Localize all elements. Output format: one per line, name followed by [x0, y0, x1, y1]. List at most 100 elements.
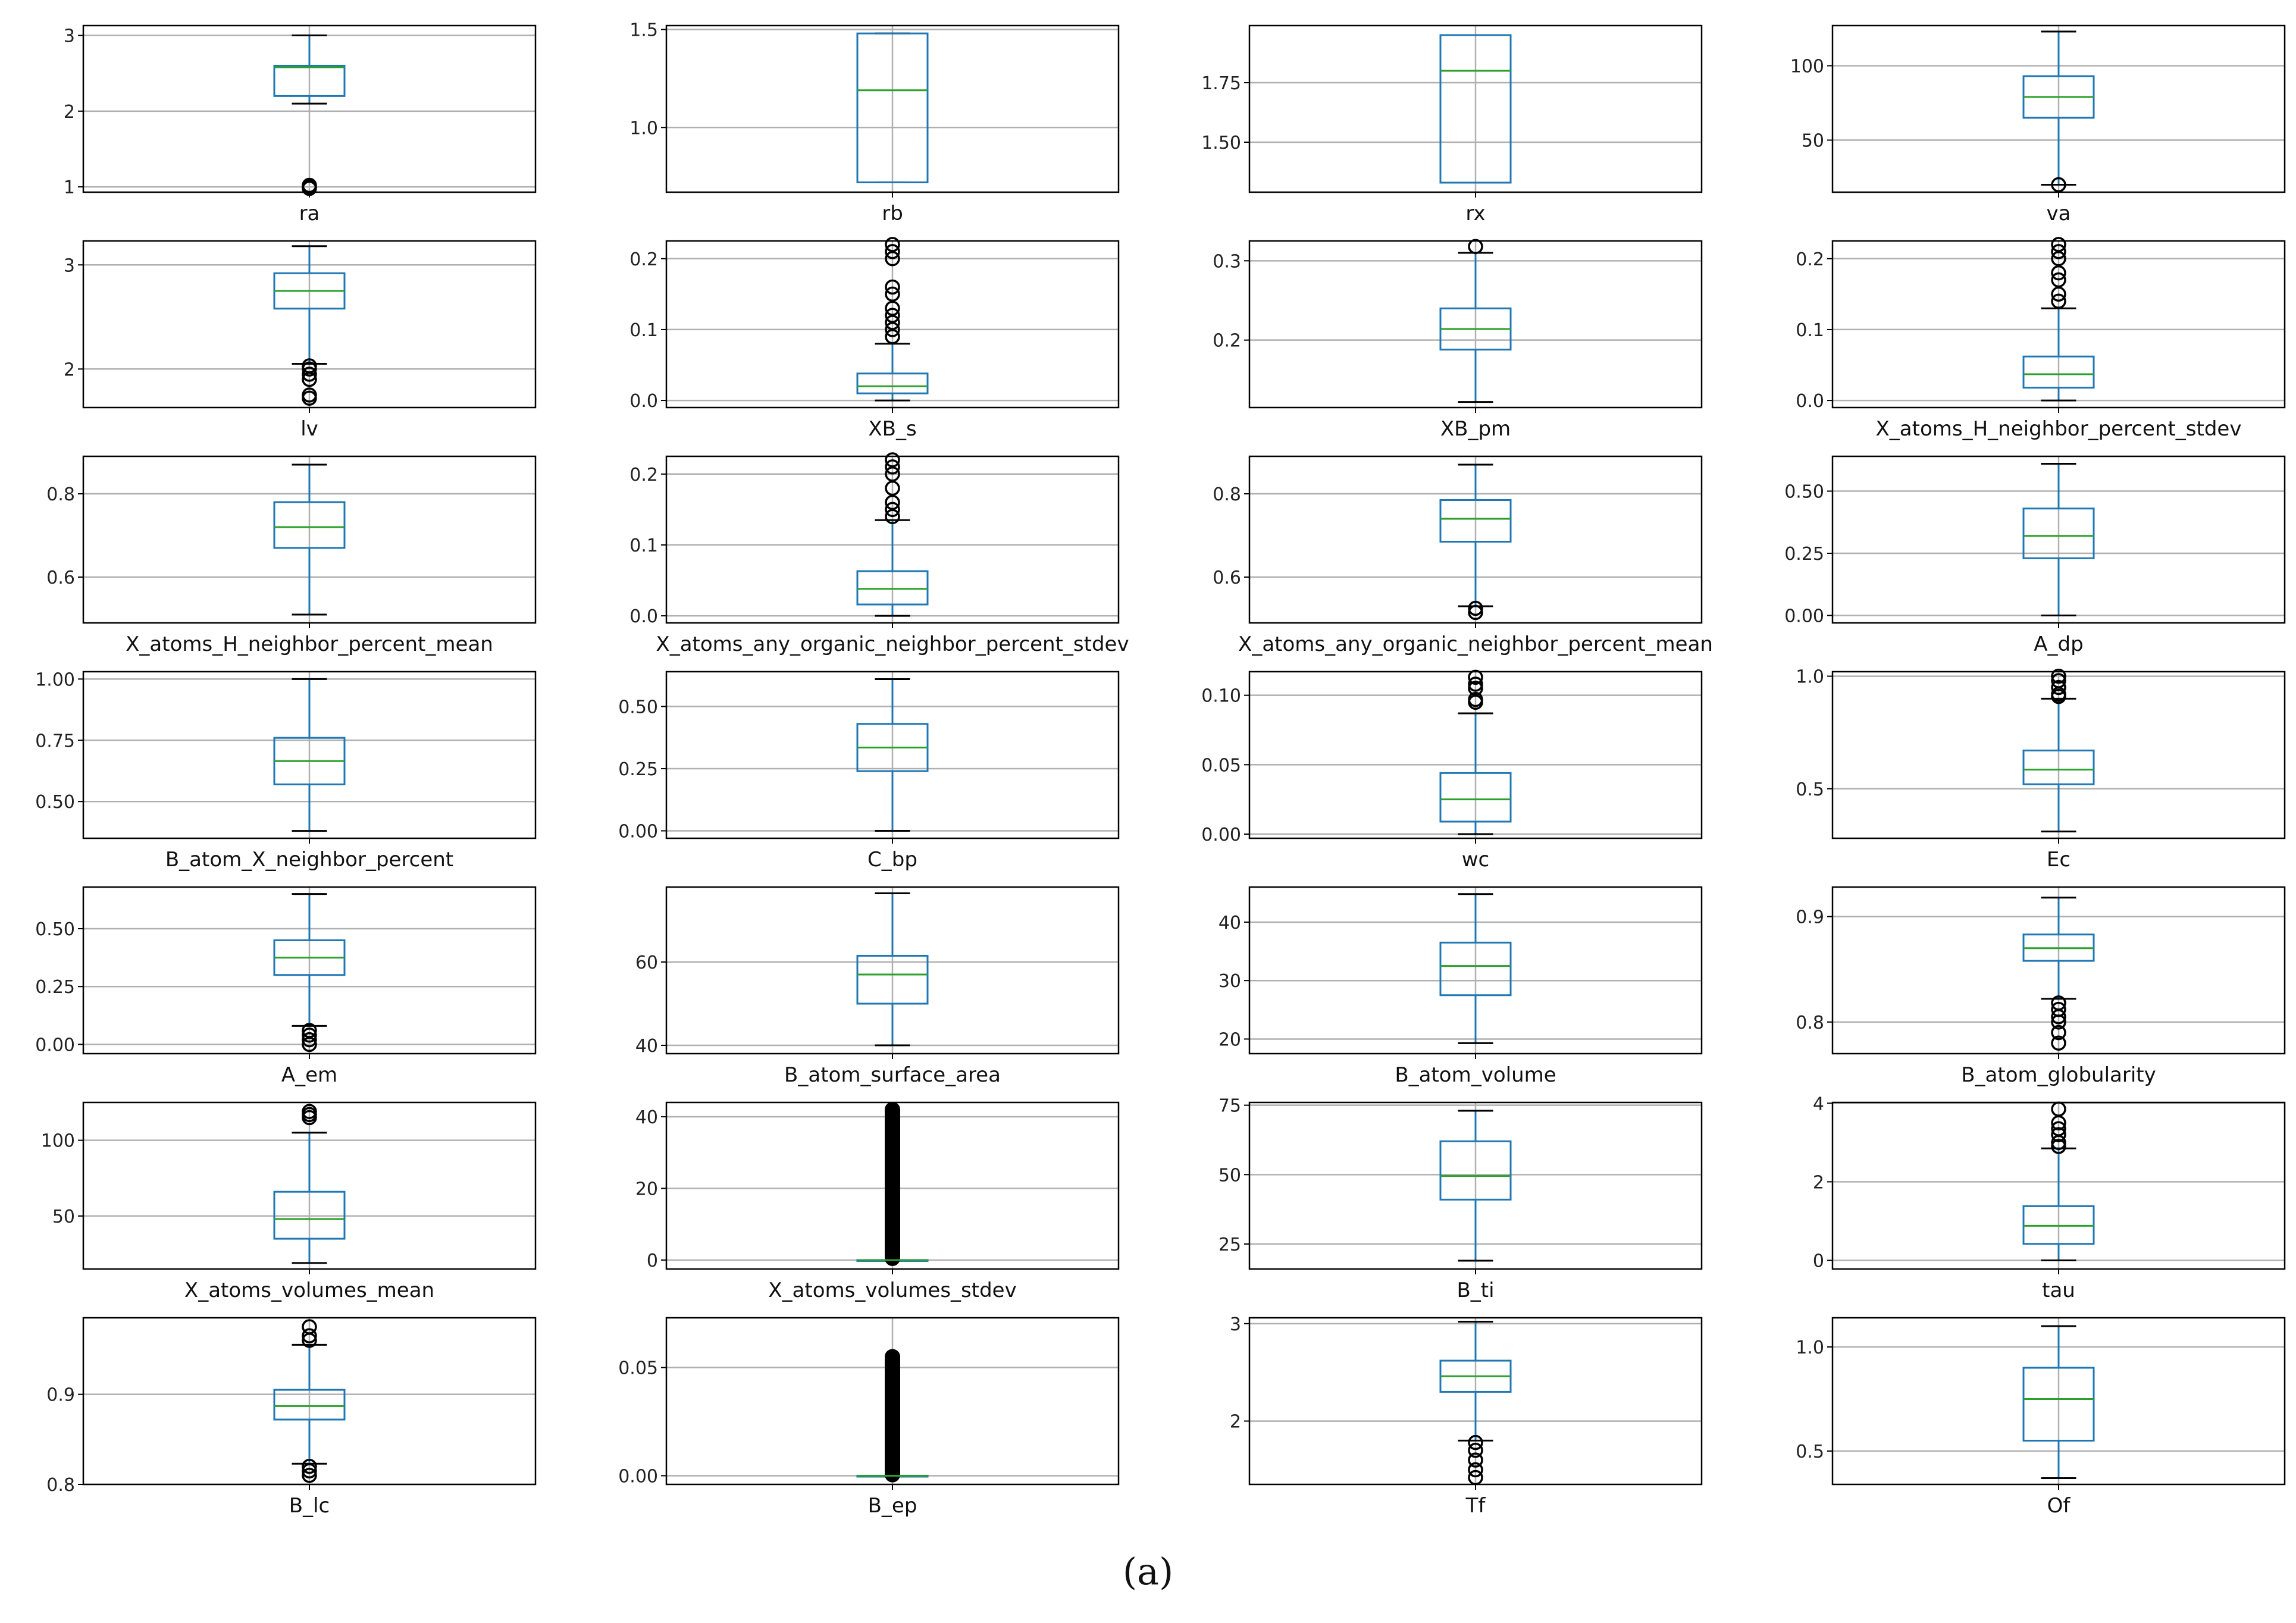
subplot-B_atom_volume: 20 30 40 B_atom_volume	[1219, 886, 1703, 1087]
iqr-box	[856, 32, 929, 184]
outlier-point	[302, 1328, 317, 1344]
tick-label-y: 0.00	[618, 1466, 658, 1487]
outlier-point	[885, 244, 900, 259]
tick-label-y: 0.50	[35, 792, 75, 813]
subplot-lv: 2 3 lv	[64, 240, 537, 441]
iqr-box	[1439, 34, 1512, 184]
figure-caption: (a)	[1122, 1550, 1174, 1593]
outlier-point	[1468, 691, 1483, 707]
outlier-point	[885, 466, 900, 482]
subplot-XB_pm: 0.2 0.3 XB_pm	[1213, 239, 1703, 441]
subplot-X_atoms_any_organic_neighbor_percent_stdev: 0.0 0.1 0.2 X_atoms_any_organic_neighbor_pe…	[629, 452, 1129, 656]
iqr-box	[2022, 507, 2095, 559]
tick-label-y: 3	[64, 255, 75, 276]
iqr-box	[273, 64, 346, 97]
tick-label-y: 0.8	[1213, 484, 1241, 505]
outlier-point	[2051, 1121, 2066, 1136]
tick-label-y: 0.50	[35, 919, 75, 940]
outlier-point	[302, 1468, 317, 1483]
tick-label-y: 0.50	[1784, 482, 1824, 503]
x-axis-label: ra	[299, 202, 320, 225]
subplot-rx: 1.50 1.75 rx	[1201, 24, 1703, 225]
outlier-point	[2051, 1035, 2066, 1051]
tick-label-y: 0.0	[629, 391, 658, 412]
outlier-point	[302, 390, 317, 406]
x-axis-label: C_bp	[867, 848, 917, 872]
tick-label-y: 60	[635, 953, 658, 973]
x-axis-label: Ec	[2047, 848, 2071, 872]
subplot-A_em: 0.00 0.25 0.50 A_em	[35, 886, 537, 1087]
x-axis-label: va	[2047, 202, 2071, 225]
tick-label-y: 0.6	[1213, 568, 1241, 588]
tick-label-y: 50	[1219, 1165, 1241, 1186]
dense-outlier-column	[885, 1102, 900, 1266]
subplot-B_ep: 0.00 0.05 B_ep	[618, 1317, 1120, 1518]
outlier-point	[885, 494, 900, 510]
iqr-box	[2022, 749, 2095, 785]
outlier-point	[302, 372, 317, 387]
tick-label-y: 0.00	[35, 1035, 75, 1055]
tick-label-y: 100	[41, 1131, 75, 1152]
tick-label-y: 0.0	[629, 606, 658, 627]
outlier-point	[885, 480, 900, 496]
outlier-point	[1468, 1442, 1483, 1458]
tick-label-y: 0.2	[629, 249, 658, 270]
tick-label-y: 0	[1813, 1251, 1824, 1271]
tick-label-y: 0.9	[46, 1385, 75, 1406]
tick-label-y: 2	[1230, 1412, 1241, 1433]
tick-label-y: 0.25	[1784, 544, 1824, 565]
outlier-point	[302, 1036, 317, 1052]
x-axis-label: XB_pm	[1440, 417, 1511, 441]
outlier-point	[1468, 239, 1483, 255]
tick-label-y: 0.2	[1213, 331, 1241, 352]
x-axis-label: B_atom_globularity	[1961, 1063, 2156, 1087]
tick-label-y: 0.3	[1213, 251, 1241, 272]
tick-label-y: 0	[647, 1251, 658, 1271]
subplot-B_atom_surface_area: 40 60 B_atom_surface_area	[635, 886, 1120, 1087]
subplot-B_atom_globularity: 0.8 0.9 B_atom_globularity	[1796, 886, 2286, 1087]
outlier-point	[2051, 1127, 2066, 1142]
x-axis-label: rb	[882, 202, 903, 225]
dense-outlier-column	[885, 1349, 900, 1483]
tick-label-y: 0.25	[618, 759, 658, 780]
x-axis-label: X_atoms_H_neighbor_percent_stdev	[1876, 417, 2242, 441]
x-axis-label: B_atom_volume	[1395, 1063, 1556, 1087]
tick-label-y: 40	[635, 1036, 658, 1057]
tick-label-y: 0.2	[629, 465, 658, 485]
outlier-point	[1468, 681, 1483, 696]
subplot-X_atoms_any_organic_neighbor_percent_mean: 0.6 0.8 X_atoms_any_organic_neighbor_perce…	[1213, 455, 1713, 656]
tick-label-y: 30	[1219, 971, 1241, 992]
tick-label-y: 40	[635, 1107, 658, 1128]
tick-label-y: 1	[64, 177, 75, 198]
outlier-point	[2051, 251, 2066, 267]
tick-label-y: 25	[1219, 1235, 1241, 1255]
tick-label-y: 0.6	[46, 568, 75, 588]
tick-label-y: 0.00	[1201, 825, 1241, 845]
tick-label-y: 2	[64, 359, 75, 380]
outlier-point	[885, 329, 900, 344]
iqr-box	[856, 570, 929, 606]
tick-label-y: 0.1	[1796, 320, 1824, 341]
outlier-point	[1468, 600, 1483, 616]
outlier-point	[2051, 177, 2066, 193]
subplot-X_atoms_volumes_stdev: 0 20 40 X_atoms_volumes_stdev	[635, 1101, 1120, 1302]
subplot-X_atoms_volumes_mean: 50 100 X_atoms_volumes_mean	[41, 1101, 537, 1302]
subplot-XB_s: 0.0 0.1 0.2 XB_s	[629, 237, 1120, 441]
tick-label-y: 20	[1219, 1029, 1241, 1050]
subplot-ra: 1 2 3 ra	[64, 24, 537, 225]
outlier-point	[302, 366, 317, 382]
iqr-box	[273, 1389, 346, 1421]
iqr-box	[2022, 1367, 2095, 1442]
x-axis-label: B_atom_surface_area	[784, 1063, 1001, 1087]
tick-label-y: 2	[64, 102, 75, 123]
outlier-point	[1468, 604, 1483, 621]
subplot-wc: 0.00 0.05 0.10 wc	[1201, 669, 1703, 872]
x-axis-label: B_lc	[289, 1494, 330, 1518]
tick-label-y: 1.00	[35, 669, 75, 690]
tick-label-y: 0.00	[618, 821, 658, 842]
tick-label-y: 50	[52, 1207, 75, 1227]
iqr-box	[2022, 355, 2095, 389]
subplot-va: 50 100 va	[1790, 24, 2286, 225]
tick-label-y: 1.0	[1796, 667, 1824, 688]
